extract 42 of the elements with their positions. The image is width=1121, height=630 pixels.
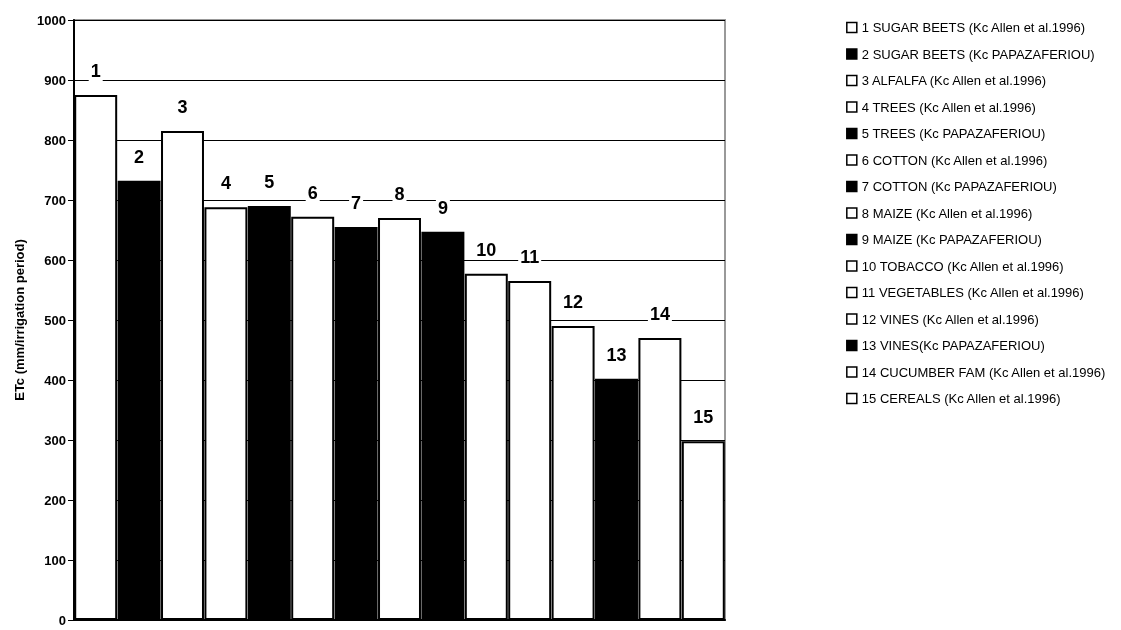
x-tick-label: 12 — [563, 292, 584, 312]
x-tick-label: 15 — [693, 407, 714, 428]
legend-label: 10 TOBACCO (Kc Allen et al.1996) — [861, 258, 1064, 274]
y-tick-label: 1000 — [37, 12, 66, 28]
x-tick-label: 5 — [264, 172, 275, 192]
y-tick-label: 700 — [44, 192, 66, 208]
y-tick-label: 500 — [44, 312, 66, 328]
legend-label: 13 VINES(Kc PAPAZAFERIOU) — [861, 338, 1045, 353]
legend-label: 14 CUCUMBER FAM (Kc Allen et al.1996) — [861, 364, 1106, 380]
legend-label: 1 SUGAR BEETS (Kc Allen et al.1996) — [861, 20, 1086, 35]
y-tick-label: 100 — [44, 552, 66, 568]
x-tick-label: 6 — [307, 182, 318, 203]
legend-label: 5 TREES (Kc PAPAZAFERIOU) — [861, 126, 1046, 141]
x-tick-label: 10 — [476, 239, 497, 260]
y-tick-label: 900 — [44, 72, 66, 88]
x-tick-label: 1 — [90, 61, 101, 81]
x-tick-label: 9 — [437, 197, 448, 218]
y-tick-label: 600 — [44, 252, 66, 268]
legend-label: 7 COTTON (Kc PAPAZAFERIOU) — [861, 179, 1057, 194]
legend-label: 3 ALFALFA (Kc Allen et al.1996) — [861, 73, 1047, 88]
y-tick-label: 0 — [58, 612, 66, 628]
x-tick-label: 8 — [394, 184, 405, 204]
x-tick-label: 7 — [351, 193, 362, 213]
x-tick-label: 4 — [220, 173, 231, 194]
legend-label: 12 VINES (Kc Allen et al.1996) — [861, 311, 1039, 327]
legend-label: 8 MAIZE (Kc Allen et al.1996) — [861, 205, 1033, 221]
y-tick-label: 800 — [44, 132, 66, 148]
legend-label: 11 VEGETABLES (Kc Allen et al.1996) — [861, 285, 1084, 300]
x-tick-label: 3 — [177, 97, 188, 117]
x-tick-label: 13 — [606, 344, 627, 365]
legend-label: 15 CEREALS (Kc Allen et al.1996) — [861, 391, 1061, 406]
y-axis-title: ETc (mm/irrigation period) — [12, 239, 27, 401]
legend-label: 2 SUGAR BEETS (Kc PAPAZAFERIOU) — [861, 46, 1095, 62]
y-tick-label: 200 — [44, 492, 66, 508]
legend-label: 6 COTTON (Kc Allen et al.1996) — [861, 152, 1048, 168]
x-tick-label: 11 — [520, 247, 540, 267]
x-tick-label: 2 — [134, 146, 145, 167]
y-tick-label: 400 — [44, 372, 66, 388]
legend-label: 4 TREES (Kc Allen et al.1996) — [861, 99, 1036, 115]
x-tick-label: 14 — [649, 304, 670, 324]
y-tick-label: 300 — [44, 432, 66, 448]
legend-label: 9 MAIZE (Kc PAPAZAFERIOU) — [861, 232, 1042, 247]
